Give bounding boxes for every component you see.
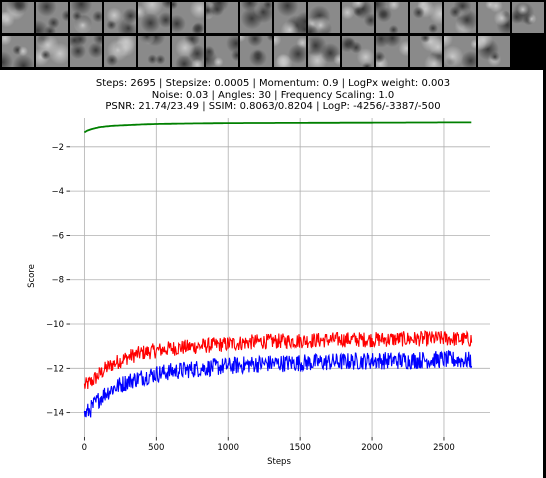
y-tick-label: −6: [51, 231, 64, 241]
chart-title: Steps: 2695 | Stepsize: 0.0005 | Momentu…: [95, 78, 451, 112]
x-axis-label: Steps: [267, 457, 291, 467]
reconstruction-thumbnail: [444, 36, 476, 67]
series-line-2: [83, 330, 473, 390]
x-tick-label: 2500: [433, 443, 455, 453]
reconstruction-thumbnail: [2, 2, 34, 33]
x-tick-label: 500: [148, 443, 164, 453]
x-tick-label: 1000: [217, 443, 239, 453]
series-lines: [83, 121, 473, 418]
reconstruction-thumbnail: [274, 2, 306, 33]
reconstruction-thumbnail: [36, 36, 68, 67]
y-axis-label: Score: [27, 264, 37, 288]
y-tick-label: −12: [46, 364, 64, 374]
tick-labels: 0 500 1000 1500 2000 2500 −14 −12 −10 −8 −6 −4 −2: [46, 143, 455, 453]
reconstruction-thumbnail: [70, 36, 102, 67]
y-tick-label: −10: [46, 320, 64, 330]
reconstruction-thumbnail: [172, 2, 204, 33]
grid-lines: [70, 118, 490, 437]
x-tick-label: 0: [82, 443, 87, 453]
reconstruction-thumbnail: [376, 36, 408, 67]
reconstruction-thumbnail: [410, 2, 442, 33]
reconstruction-thumbnail: [308, 2, 340, 33]
reconstruction-thumbnail: [138, 36, 170, 67]
series-line-1: [83, 121, 472, 134]
reconstruction-thumbnail: [240, 2, 272, 33]
reconstruction-thumbnail: [342, 36, 374, 67]
reconstruction-thumbnail-strip: [0, 0, 546, 70]
reconstruction-thumbnail: [104, 2, 136, 33]
reconstruction-thumbnail: [206, 36, 238, 67]
reconstruction-thumbnail: [342, 2, 374, 33]
reconstruction-thumbnail: [206, 2, 238, 33]
reconstruction-thumbnail: [2, 36, 34, 67]
x-tick-label: 2000: [361, 443, 383, 453]
reconstruction-thumbnail: [512, 2, 544, 33]
y-tick-label: −4: [51, 187, 64, 197]
reconstruction-thumbnail: [240, 36, 272, 67]
reconstruction-thumbnail: [138, 2, 170, 33]
y-tick-label: −2: [51, 143, 64, 153]
series-line-3: [83, 349, 473, 418]
reconstruction-thumbnail: [274, 36, 306, 67]
reconstruction-thumbnail: [410, 36, 442, 67]
reconstruction-thumbnail: [376, 2, 408, 33]
axes: [66, 146, 445, 441]
reconstruction-thumbnail: [478, 2, 510, 33]
reconstruction-thumbnail: [36, 2, 68, 33]
x-tick-label: 1500: [289, 443, 311, 453]
right-edge-bar: [543, 70, 546, 478]
reconstruction-thumbnail: [104, 36, 136, 67]
y-tick-label: −8: [51, 276, 64, 286]
y-tick-label: −14: [46, 409, 64, 419]
reconstruction-thumbnail: [444, 2, 476, 33]
reconstruction-thumbnail: [70, 2, 102, 33]
reconstruction-thumbnail: [172, 36, 204, 67]
reconstruction-thumbnail: [308, 36, 340, 67]
reconstruction-thumbnail: [478, 36, 510, 67]
